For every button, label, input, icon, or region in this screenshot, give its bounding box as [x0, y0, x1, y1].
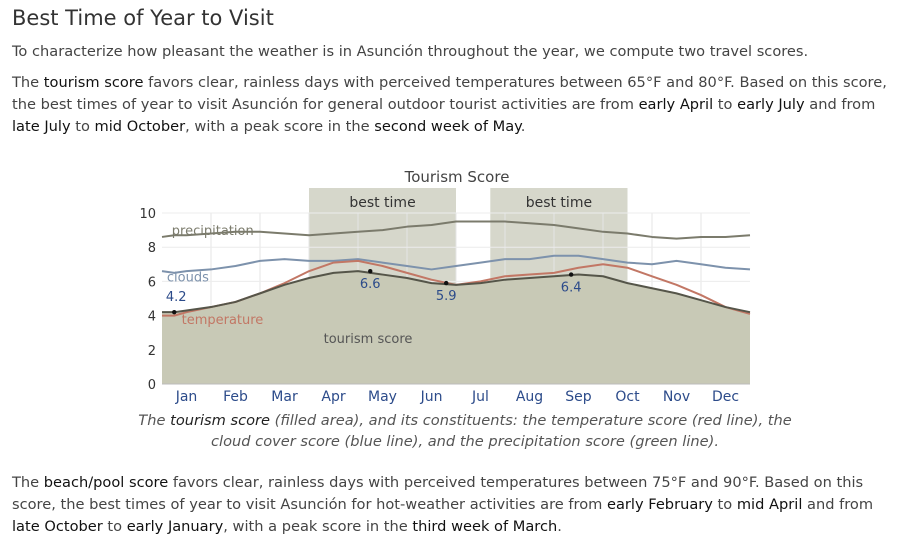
intro-paragraph: To characterize how pleasant the weather…: [12, 43, 809, 60]
x-tick-label: Aug: [516, 389, 543, 405]
x-tick-label: Oct: [615, 389, 640, 405]
x-tick-label: Dec: [712, 389, 739, 405]
tourism-score-paragraph: The tourism score favors clear, rainless…: [12, 74, 887, 135]
clouds-line: [161, 254, 751, 274]
chart-title: Tourism Score: [404, 168, 510, 186]
y-tick-label: 4: [148, 310, 156, 325]
tourism-score-line: [162, 270, 751, 314]
x-tick-label: Mar: [271, 389, 298, 405]
x-tick-label: Sep: [565, 389, 592, 405]
tourism-score-term: tourism score: [43, 74, 144, 91]
y-tick-label: 10: [139, 207, 156, 222]
precipitation-line: [161, 220, 751, 240]
annotation-dot: [444, 280, 449, 286]
x-tick-label: Feb: [223, 389, 248, 405]
series-label: temperature: [182, 313, 264, 328]
annotation-label: 4.2: [166, 290, 187, 305]
x-tick-label: Jun: [420, 389, 443, 405]
best-time-label: best time: [349, 195, 415, 211]
x-tick-label: Jan: [175, 389, 198, 405]
y-tick-label: 8: [148, 241, 156, 256]
annotation-label: 6.4: [561, 281, 582, 296]
x-tick-label: Apr: [321, 389, 345, 405]
chart-axes: 0 2 4 6 8 10 Jan Feb Mar Apr May Jun Jul Aug Sep Oct Nov…: [139, 207, 750, 405]
chart-labels: precipitation clouds temperature tourism sc…: [166, 224, 582, 347]
chart-series: [161, 220, 751, 384]
series-label: clouds: [167, 270, 209, 285]
x-tick-label: May: [368, 389, 397, 405]
page-title: Best Time of Year to Visit: [12, 6, 274, 30]
chart-caption: The tourism score (filled area), and its…: [138, 412, 792, 450]
beach-score-paragraph: The beach/pool score favors clear, rainl…: [12, 474, 874, 535]
tourism-score-area: [162, 271, 750, 384]
best-time-label: best time: [526, 195, 592, 211]
series-label: tourism score: [324, 332, 413, 347]
annotation-dot: [172, 309, 177, 315]
annotation-label: 6.6: [360, 277, 381, 292]
annotation-dot: [368, 268, 373, 274]
annotation-label: 5.9: [436, 289, 457, 304]
tourism-score-chart: Tourism Score best time best time 0 2 4 6 8 10…: [139, 168, 751, 405]
y-tick-label: 0: [148, 378, 156, 393]
caption-tourism-term: tourism score: [170, 412, 271, 429]
y-tick-label: 6: [148, 275, 156, 290]
annotation-dot: [568, 272, 574, 277]
beach-score-term: beach/pool score: [43, 474, 169, 491]
x-tick-label: Jul: [471, 389, 489, 405]
y-tick-label: 2: [148, 344, 156, 359]
x-tick-label: Nov: [663, 389, 690, 405]
series-label: precipitation: [172, 224, 254, 239]
